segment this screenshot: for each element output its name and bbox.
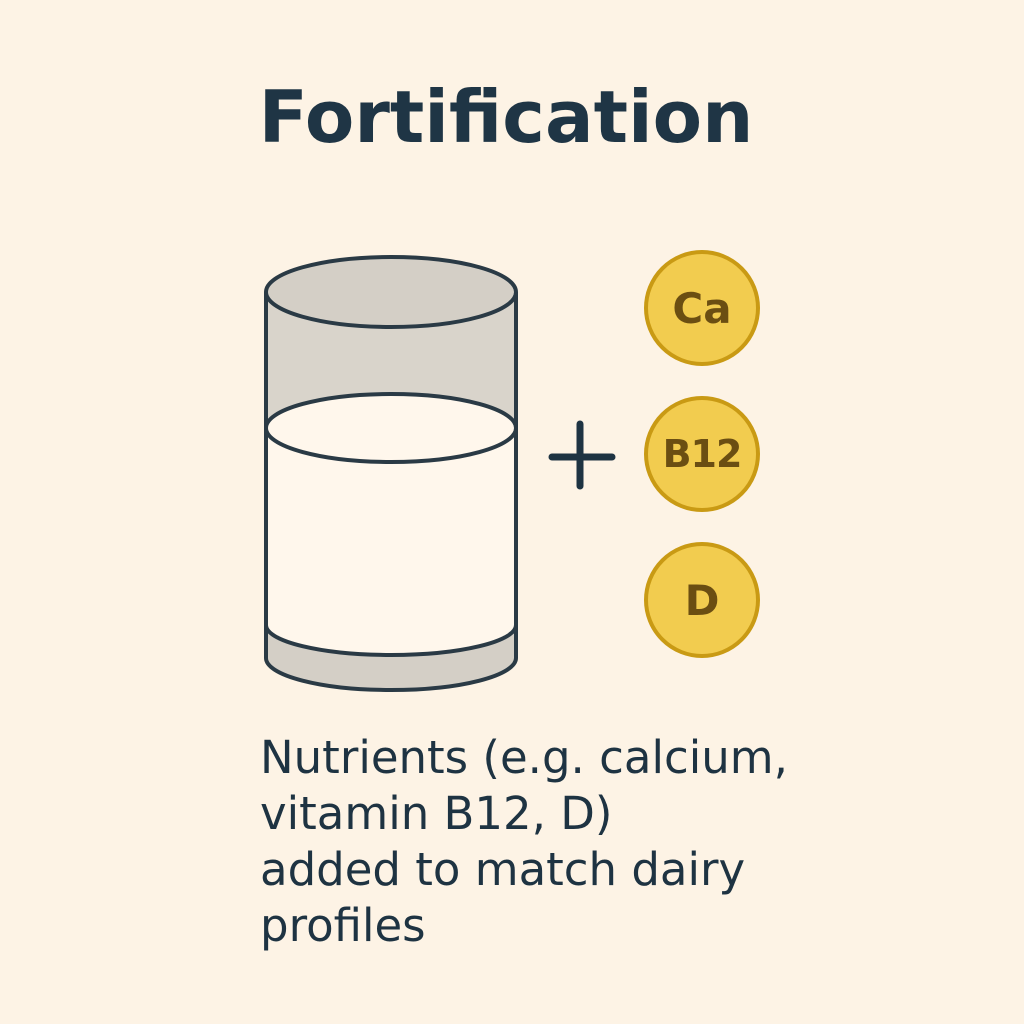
nutrient-symbol: B12	[662, 432, 743, 476]
glass-of-milk-icon	[250, 240, 530, 704]
caption-line: Nutrients (e.g. calcium,	[260, 731, 788, 784]
caption-line: added to match dairy	[260, 843, 746, 896]
page-title: Fortification	[258, 75, 754, 159]
nutrient-symbol: Ca	[672, 283, 732, 333]
caption-line: vitamin B12, D)	[260, 787, 613, 840]
nutrient-coin-vitamin-d: D	[642, 540, 762, 660]
nutrient-coin-b12: B12	[642, 394, 762, 514]
caption-line: profiles	[260, 899, 426, 952]
caption: Nutrients (e.g. calcium, vitamin B12, D)…	[260, 730, 980, 954]
nutrient-symbol: D	[684, 575, 720, 625]
plus-icon	[540, 418, 620, 502]
nutrient-coin-calcium: Ca	[642, 248, 762, 368]
